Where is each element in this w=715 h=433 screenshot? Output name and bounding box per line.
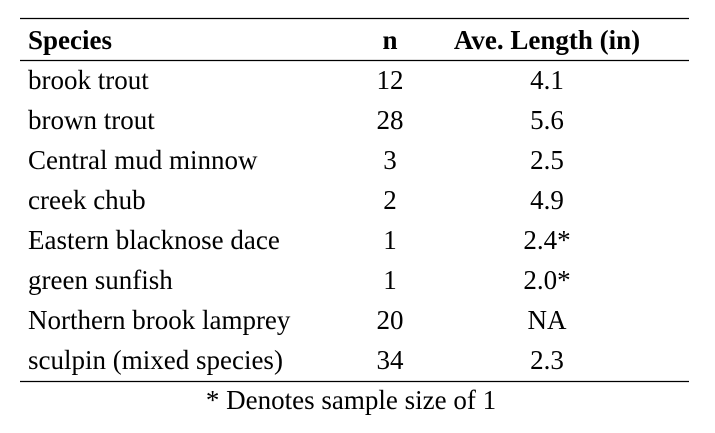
value-cell: 2.0*: [523, 265, 570, 295]
species-cell: brown trout: [28, 105, 155, 135]
footnote: * Denotes sample size of 1: [206, 385, 496, 415]
value-cell: 20: [377, 305, 404, 335]
value-cell: 34: [377, 345, 405, 375]
species-cell: green sunfish: [28, 265, 173, 295]
species-cell: brook trout: [28, 65, 149, 95]
value-cell: 1: [383, 265, 397, 295]
value-cell: 28: [377, 105, 404, 135]
column-header: Species: [28, 25, 112, 55]
species-cell: sculpin (mixed species): [28, 345, 283, 375]
value-cell: 2.3: [530, 345, 564, 375]
species-cell: Central mud minnow: [28, 145, 258, 175]
value-cell: 2.4*: [523, 225, 570, 255]
value-cell: 3: [383, 145, 397, 175]
value-cell: 4.9: [530, 185, 564, 215]
species-cell: Northern brook lamprey: [28, 305, 291, 335]
value-cell: 4.1: [530, 65, 564, 95]
value-cell: 1: [383, 225, 397, 255]
value-cell: 5.6: [530, 105, 564, 135]
value-cell: 2.5: [530, 145, 564, 175]
value-cell: 12: [377, 65, 404, 95]
column-header: n: [382, 25, 397, 55]
species-cell: creek chub: [28, 185, 146, 215]
column-header: Ave. Length (in): [454, 25, 640, 55]
value-cell: 2: [383, 185, 397, 215]
species-cell: Eastern blacknose dace: [28, 225, 280, 255]
value-cell: NA: [528, 305, 567, 335]
